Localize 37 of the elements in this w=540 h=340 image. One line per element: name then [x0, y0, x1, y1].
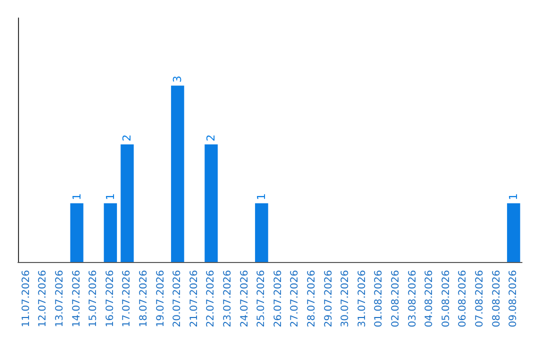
x-tick-label: 22.07.2026: [206, 270, 217, 328]
x-tick-label: 13.07.2026: [54, 270, 66, 328]
x-tick-label: 21.07.2026: [188, 270, 200, 328]
x-tick-label: 05.08.2026: [440, 270, 452, 328]
data-label: 1: [70, 193, 84, 200]
x-tick-label: 01.08.2026: [374, 270, 385, 328]
data-label: 1: [507, 193, 520, 200]
x-tick-label: 02.08.2026: [390, 270, 402, 328]
x-tick-label: 16.07.2026: [104, 270, 116, 328]
data-label: 1: [104, 193, 117, 200]
x-tick-label: 23.07.2026: [222, 270, 234, 328]
x-tick-label: 26.07.2026: [272, 270, 284, 328]
data-label: 1: [255, 193, 268, 200]
x-tick-label: 08.08.2026: [491, 270, 502, 328]
x-tick-label: 17.07.2026: [122, 270, 133, 328]
data-label: 2: [120, 134, 134, 142]
x-tick-label: 31.07.2026: [356, 270, 368, 328]
x-tick-label: 07.08.2026: [474, 270, 486, 328]
x-tick-label: 24.07.2026: [239, 270, 250, 328]
x-tick-label: 14.07.2026: [71, 270, 82, 328]
data-label: 3: [171, 76, 184, 83]
x-tick-label: 04.08.2026: [424, 270, 436, 328]
x-tick-label: 19.07.2026: [155, 270, 166, 328]
x-tick-label: 09.08.2026: [508, 270, 520, 328]
x-tick-label: 29.07.2026: [323, 270, 334, 328]
x-tick-label: 30.07.2026: [340, 270, 352, 328]
x-tick-label: 20.07.2026: [172, 270, 184, 328]
data-label: 2: [204, 134, 218, 142]
x-tick-label: 03.08.2026: [407, 270, 418, 328]
x-tick-label: 06.08.2026: [458, 270, 469, 328]
x-tick-label: 27.07.2026: [290, 270, 301, 328]
x-tick-label: 25.07.2026: [256, 270, 268, 328]
x-tick-label: 28.07.2026: [306, 270, 318, 328]
x-tick-label: 11.07.2026: [20, 270, 32, 328]
x-tick-label: 12.07.2026: [38, 270, 49, 328]
x-tick-label: 15.07.2026: [88, 270, 100, 328]
x-tick-label: 18.07.2026: [138, 270, 150, 328]
